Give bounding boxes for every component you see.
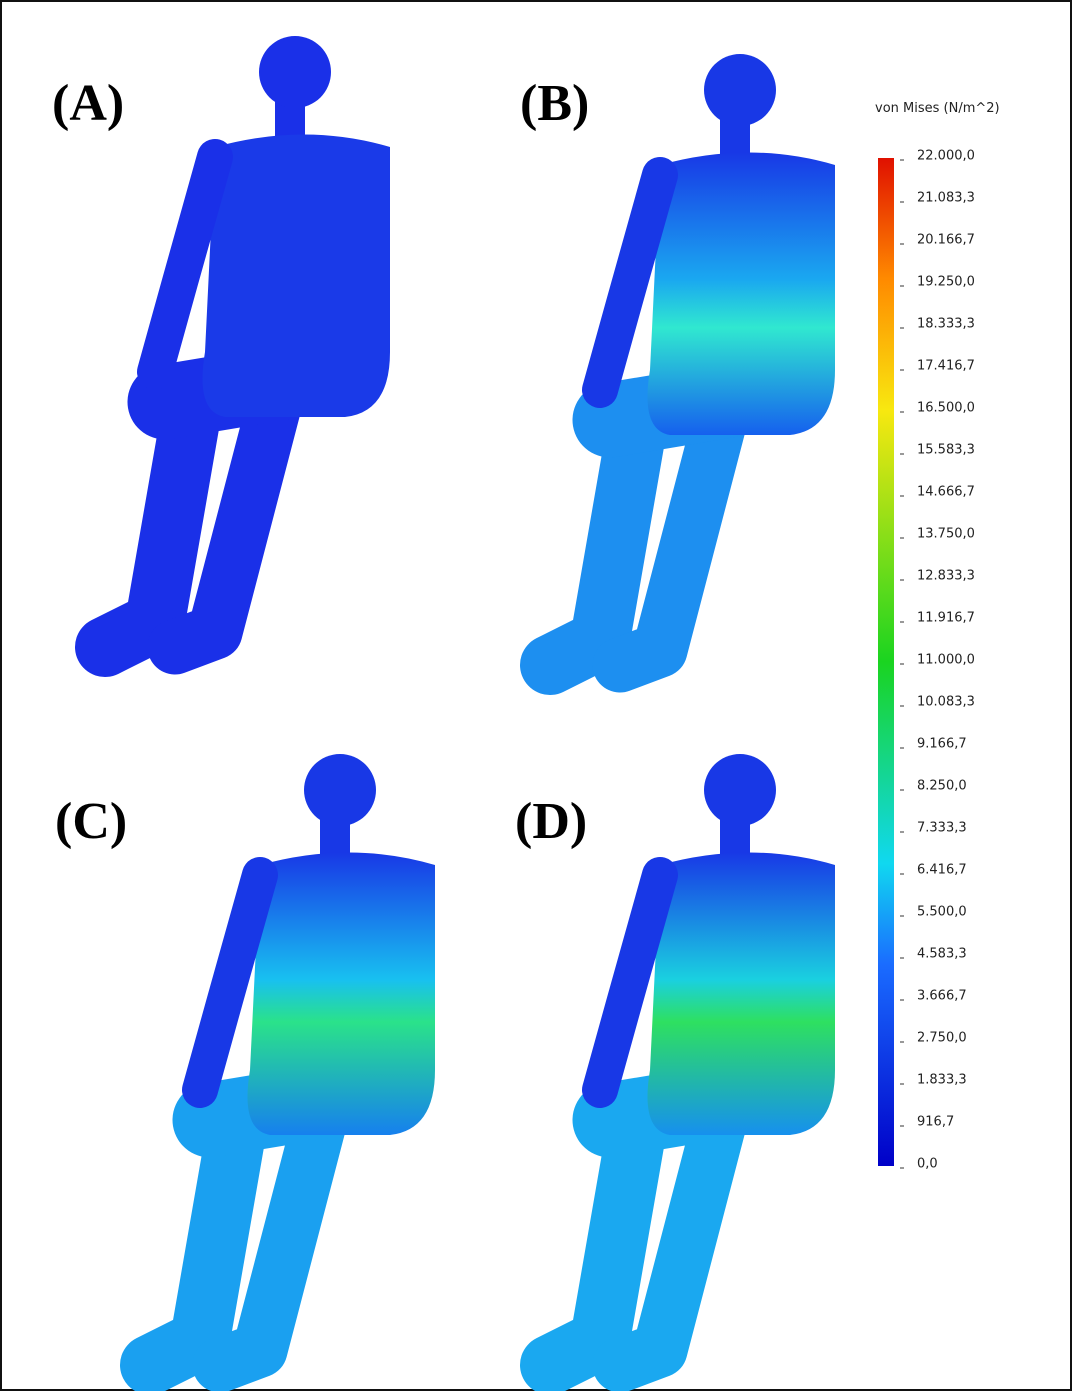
tick-label: 18.333,3 — [917, 317, 975, 332]
tick-label: 10.083,3 — [917, 695, 975, 710]
figure: (A) (B) (C) (D) von Mises (N/m^2) 22.000… — [0, 0, 1072, 1391]
panel-label: (B) — [520, 75, 589, 132]
tick-label: 16.500,0 — [917, 401, 975, 416]
frame — [1, 1, 1071, 1390]
panel-label: (C) — [55, 793, 127, 850]
panel-label: (D) — [515, 793, 587, 850]
legend-title: von Mises (N/m^2) — [875, 101, 1000, 116]
tick-label: 20.166,7 — [917, 233, 975, 248]
tick-label: 11.916,7 — [917, 611, 975, 626]
tick-label: 21.083,3 — [917, 191, 975, 206]
tick-label: 13.750,0 — [917, 527, 975, 542]
tick-label: 17.416,7 — [917, 359, 975, 374]
tick-label: 4.583,3 — [917, 947, 967, 962]
tick-label: 11.000,0 — [917, 653, 975, 668]
tick-label: 12.833,3 — [917, 569, 975, 584]
colorbar — [878, 158, 894, 1166]
panel-label: (A) — [52, 75, 124, 132]
tick-label: 9.166,7 — [917, 737, 967, 752]
tick-label: 6.416,7 — [917, 863, 967, 878]
tick-label: 7.333,3 — [917, 821, 967, 836]
tick-label: 0,0 — [917, 1157, 938, 1172]
tick-label: 14.666,7 — [917, 485, 975, 500]
tick-label: 22.000,0 — [917, 149, 975, 164]
tick-label: 3.666,7 — [917, 989, 967, 1004]
tick-label: 2.750,0 — [917, 1031, 967, 1046]
tick-label: 19.250,0 — [917, 275, 975, 290]
tick-label: 916,7 — [917, 1115, 954, 1130]
tick-label: 5.500,0 — [917, 905, 967, 920]
tick-label: 1.833,3 — [917, 1073, 967, 1088]
tick-label: 8.250,0 — [917, 779, 967, 794]
tick-label: 15.583,3 — [917, 443, 975, 458]
